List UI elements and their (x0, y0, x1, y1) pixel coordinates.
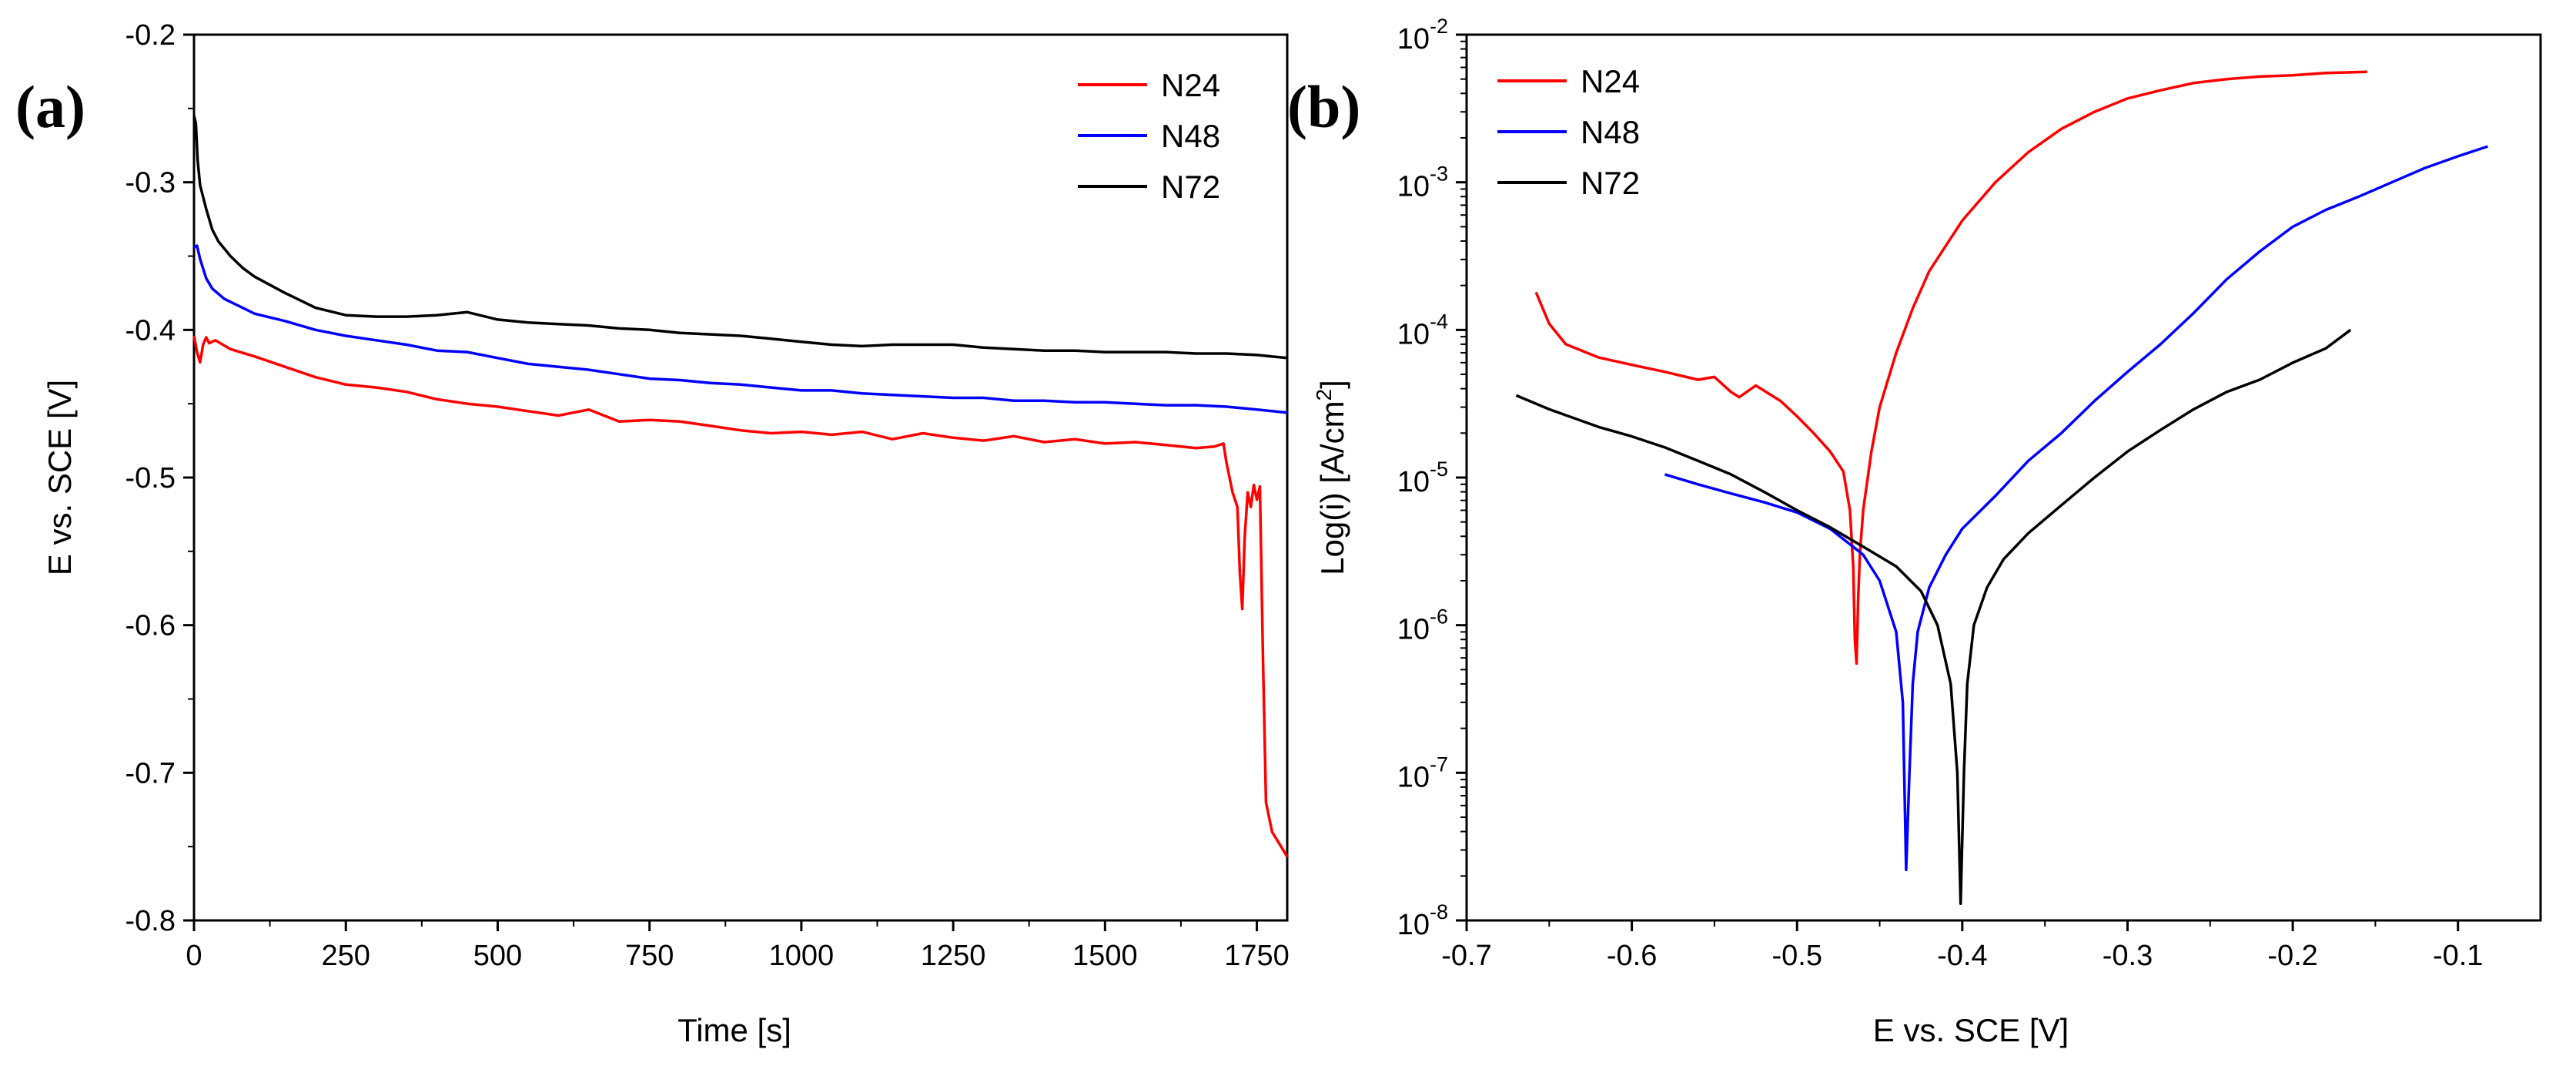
y-tick-label: 10-7 (1397, 753, 1448, 793)
y-tick-label: 10-8 (1397, 900, 1448, 941)
y-tick-label: 10-5 (1397, 458, 1448, 498)
y-tick-label-exp: -8 (1430, 900, 1448, 923)
panel-b-y-axis-title: Log(i) [A/cm2] (1312, 380, 1350, 575)
y-tick-label: -0.4 (125, 314, 176, 347)
x-tick-label: -0.7 (1441, 940, 1491, 972)
y-tick-label: -0.7 (125, 757, 176, 789)
panel-a-y-ticks: -0.8 -0.7 -0.6 -0.5 -0.4 -0.3 -0.2 (125, 19, 194, 937)
legend-label-n24: N24 (1581, 63, 1640, 99)
y-tick-label-exp: -6 (1430, 605, 1448, 629)
panel-b-label: (b) (1287, 73, 1360, 140)
x-tick-label: 250 (322, 940, 370, 972)
x-tick-label: -0.5 (1771, 940, 1822, 972)
panel-b-y-axis-title-main: Log(i) [A/cm (1314, 401, 1350, 575)
y-tick-label-base: 10 (1397, 909, 1430, 941)
legend-label-n72: N72 (1161, 169, 1220, 205)
series-line-n72 (192, 115, 1288, 360)
panel-b-y-axis-title-suffix: ] (1314, 380, 1350, 389)
y-tick-label-exp: -5 (1430, 458, 1448, 481)
legend-label-n48: N48 (1161, 118, 1220, 154)
x-tick-label: 1250 (921, 940, 986, 972)
y-tick-label: -0.2 (125, 19, 176, 52)
panel-a-x-axis-title: Time [s] (677, 1012, 791, 1048)
y-tick-label: 10-4 (1397, 310, 1448, 350)
x-tick-label: 1000 (769, 940, 835, 972)
panel-a-chart: (a) 0 250 500 750 1000 1250 1500 1750 -0.8-0.7-… (15, 19, 1290, 1048)
panel-a-series (192, 115, 1289, 858)
y-tick-label-exp: -3 (1430, 163, 1448, 186)
series-line-n24 (1534, 70, 2367, 665)
x-tick-label: -0.1 (2433, 940, 2483, 972)
y-tick-label: -0.3 (125, 167, 176, 199)
x-tick-label: -0.4 (1937, 940, 1987, 972)
panel-b-y-axis-title-sup: 2 (1312, 389, 1336, 401)
x-tick-label: 1500 (1072, 940, 1138, 972)
y-tick-label-exp: -7 (1430, 753, 1448, 776)
y-tick-label: -0.8 (125, 905, 176, 937)
series-line-n48 (193, 244, 1288, 414)
series-line-n72 (1515, 328, 2352, 905)
panel-a-x-ticks: 0 250 500 750 1000 1250 1500 1750 (186, 920, 1290, 972)
y-tick-label: 10-3 (1397, 163, 1448, 203)
panel-a-y-axis-title: E vs. SCE [V] (42, 380, 78, 575)
y-tick-label: 10-2 (1397, 15, 1448, 55)
panel-b-x-axis-title: E vs. SCE [V] (1873, 1012, 2069, 1048)
panel-b-chart: (b) -0.7 -0.6 -0.5 -0.4 -0.3 -0.2 -0.1 10-810-… (1287, 15, 2542, 1048)
x-tick-label: -0.3 (2103, 940, 2153, 972)
y-tick-label-base: 10 (1397, 761, 1430, 793)
x-tick-label: 750 (625, 940, 674, 972)
y-tick-label-exp: -4 (1430, 310, 1448, 333)
panel-b-legend: N24 N48 N72 (1497, 63, 1640, 201)
series-line-n48 (1664, 145, 2488, 872)
y-tick-label-base: 10 (1397, 23, 1430, 55)
y-tick-label-base: 10 (1397, 614, 1430, 646)
y-tick-label-base: 10 (1397, 171, 1430, 203)
legend-label-n24: N24 (1161, 67, 1220, 103)
legend-label-n72: N72 (1581, 165, 1640, 201)
y-tick-label-base: 10 (1397, 318, 1430, 350)
y-tick-label: -0.6 (125, 610, 176, 642)
panel-b-y-ticks: 10-810-710-610-510-410-310-2 (1397, 15, 1467, 941)
y-tick-label-base: 10 (1397, 466, 1430, 498)
panel-a-plot-frame (192, 33, 1289, 922)
x-tick-label: 0 (186, 940, 202, 972)
x-tick-label: 1750 (1224, 940, 1290, 972)
y-tick-label: 10-6 (1397, 605, 1448, 646)
series-line-n24 (192, 335, 1289, 858)
x-tick-label: 500 (473, 940, 522, 972)
x-tick-label: -0.2 (2267, 940, 2317, 972)
panel-a-legend: N24 N48 N72 (1078, 67, 1220, 205)
y-tick-label: -0.5 (125, 462, 176, 494)
panel-b-series (1515, 70, 2488, 905)
y-tick-label-exp: -2 (1430, 15, 1448, 38)
panel-b-x-ticks: -0.7 -0.6 -0.5 -0.4 -0.3 -0.2 -0.1 (1441, 920, 2483, 972)
x-tick-label: -0.6 (1607, 940, 1657, 972)
panel-a-label: (a) (15, 73, 85, 140)
legend-label-n48: N48 (1581, 114, 1640, 150)
